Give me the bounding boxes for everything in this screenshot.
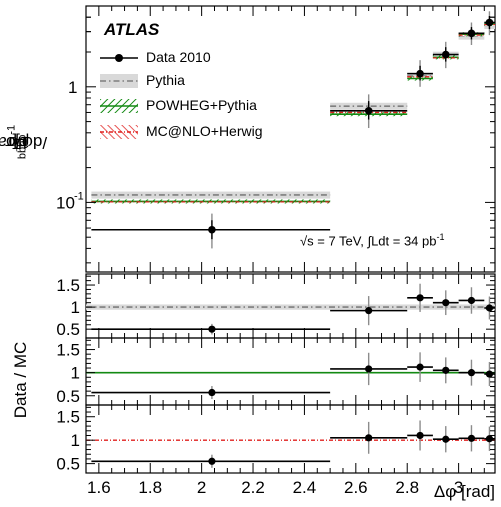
legend-label-powheg: POWHEG+Pythia [146, 97, 257, 113]
x-axis-label: Δφ [rad] [433, 482, 495, 501]
ratio-powheg-point-1 [365, 365, 373, 373]
ratio-mcnlo-ytick-label-0: 0.5 [56, 455, 80, 474]
ratio-powheg-point-3 [442, 366, 450, 374]
xtick-label-2: 2 [197, 478, 206, 497]
ratio-mcnlo-point-0 [208, 457, 216, 465]
ratio-powheg-point-4 [467, 369, 476, 377]
ratio-powheg-ytick-label-0: 0.5 [56, 387, 80, 406]
ratio-pythia-ytick-label-2: 1.5 [56, 276, 80, 295]
panel-frame-2 [85, 337, 496, 406]
luminosity-label: √s = 7 TeV, ∫Ldt = 34 pb-1 [300, 232, 445, 249]
ratio-pythia-point-1 [365, 307, 373, 315]
main-ytick-label-0.1-exp: -1 [74, 190, 84, 202]
ratio-mcnlo-ytick-label-2: 1.5 [56, 408, 80, 427]
main-ytick-label-1: 1 [68, 78, 77, 97]
xtick-label-5: 2.6 [344, 478, 368, 497]
legend-label-pythia: Pythia [146, 72, 185, 88]
ratio-powheg-ytick-label-2: 1.5 [56, 341, 80, 360]
ratio-pythia-ytick-label-0: 0.5 [56, 320, 80, 339]
xtick-label-1: 1.8 [138, 478, 162, 497]
data-point-1 [364, 107, 373, 115]
data-point-5 [485, 18, 494, 27]
xtick-label-0: 1.6 [87, 478, 111, 497]
atlas-label: ATLAS [104, 20, 160, 39]
xtick-label-4: 2.4 [293, 478, 317, 497]
ratio-mcnlo-ytick-label-1: 1 [71, 431, 80, 450]
ratio-mcnlo-point-4 [467, 434, 476, 442]
ratio-mcnlo-point-1 [365, 434, 373, 442]
xtick-label-7: 3 [454, 478, 463, 497]
data-point-3 [441, 50, 450, 59]
legend-label-mcnlo: MC@NLO+Herwig [146, 123, 263, 139]
ratio-pythia-ytick-label-1: 1 [71, 298, 80, 317]
xtick-label-6: 2.8 [395, 478, 419, 497]
ratio-mcnlo-point-2 [416, 431, 424, 440]
ratio-pythia-point-3 [442, 299, 450, 307]
ratio-y-axis-label: Data / MC [11, 341, 30, 419]
legend-swatch-data [100, 54, 138, 62]
ratio-mcnlo-point-3 [442, 435, 450, 443]
ratio-pythia-point-0 [208, 325, 216, 333]
ratio-powheg-point-0 [208, 388, 216, 397]
ratio-pythia-point-5 [485, 304, 494, 312]
data-point-4 [467, 29, 476, 38]
legend-swatch-powheg [100, 99, 138, 113]
legend-swatch-pythia [100, 74, 138, 88]
main-ytick-label-0.1: 10 [56, 193, 75, 212]
ratio-powheg-ytick-label-1: 1 [71, 364, 80, 383]
data-point-2 [416, 69, 424, 78]
legend-swatch-mcnlo [100, 125, 138, 139]
ratio-powheg-point-5 [485, 370, 494, 378]
data-point-0 [208, 225, 216, 234]
legend-label-data: Data 2010 [146, 49, 211, 65]
panel-frame-0 [85, 5, 496, 273]
ratio-powheg-point-2 [416, 363, 424, 371]
ratio-pythia-point-2 [416, 294, 424, 302]
pythia-band-0 [91, 191, 331, 199]
ratio-pythia-point-4 [467, 296, 476, 305]
xtick-label-3: 2.2 [241, 478, 265, 497]
ratio-mcnlo-point-5 [485, 435, 494, 443]
